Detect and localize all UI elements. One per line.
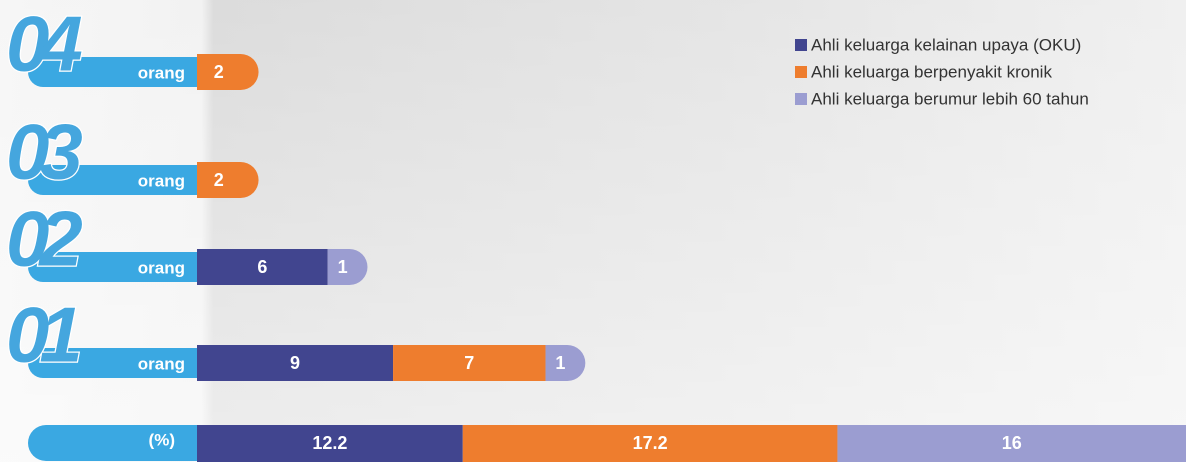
value-label: 7: [464, 353, 474, 373]
percent-bar: [837, 425, 1186, 462]
bar-segment: [197, 54, 259, 90]
label-pill: [28, 425, 197, 461]
value-label: 2: [214, 170, 224, 190]
value-label: 1: [555, 353, 565, 373]
legend-swatch: [795, 93, 807, 105]
percent-bar: [197, 425, 463, 462]
percent-value: 17.2: [633, 433, 668, 453]
label-pill: [28, 348, 197, 378]
percent-bar: [462, 425, 838, 462]
legend-swatch: [795, 39, 807, 51]
unit-label: orang: [138, 354, 185, 373]
legend-label: Ahli keluarga berumur lebih 60 tahun: [811, 89, 1089, 108]
bar-segment: [197, 249, 328, 285]
value-label: 2: [214, 62, 224, 82]
value-label: 1: [338, 257, 348, 277]
bar-segment: [327, 249, 368, 285]
legend-swatch: [795, 66, 807, 78]
value-label: 9: [290, 353, 300, 373]
bar-segment: [197, 345, 394, 381]
label-pill: [28, 165, 197, 195]
bar-segment: [197, 162, 259, 198]
label-pill: [28, 57, 197, 87]
percent-label: (%): [149, 430, 175, 449]
label-pill: [28, 252, 197, 282]
bar-segment: [393, 345, 546, 381]
unit-label: orang: [138, 258, 185, 277]
row-number: 01: [6, 291, 79, 379]
percent-value: 12.2: [312, 433, 347, 453]
row-number: 02: [6, 195, 82, 283]
legend-label: Ahli keluarga berpenyakit kronik: [811, 62, 1052, 81]
legend-label: Ahli keluarga kelainan upaya (OKU): [811, 35, 1081, 54]
row-number: 04: [6, 0, 82, 88]
percent-value: 16: [1002, 433, 1022, 453]
unit-label: orang: [138, 63, 185, 82]
bar-segment: [545, 345, 586, 381]
unit-label: orang: [138, 171, 185, 190]
value-label: 6: [257, 257, 267, 277]
row-number: 03: [6, 108, 82, 196]
